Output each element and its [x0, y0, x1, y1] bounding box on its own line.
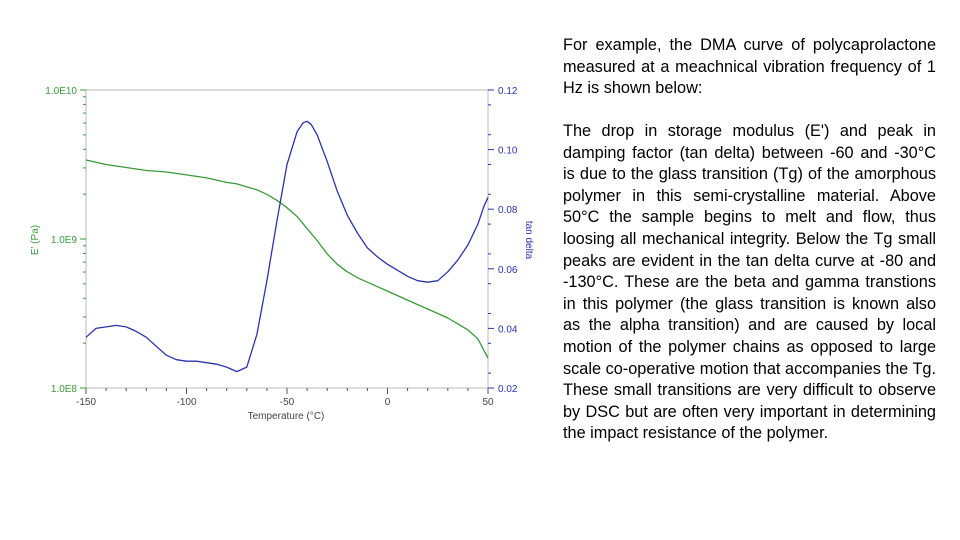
y-right-axis-label: tan delta: [523, 221, 534, 260]
y-left-tick-label: 1.0E8: [51, 384, 78, 395]
y-left-tick-label: 1.0E10: [45, 86, 77, 97]
y-right-tick-label: 0.06: [498, 265, 518, 276]
y-right-tick-label: 0.10: [498, 146, 518, 157]
explanation-paragraph: The drop in storage modulus (E') and pea…: [563, 122, 936, 443]
dma-chart: 1.0E10 1.0E9 1.0E8 0.12 0.10 0.08 0.06 0.04 0.0…: [30, 86, 534, 422]
y-left-axis-label: E' (Pa): [30, 225, 41, 255]
intro-paragraph: For example, the DMA curve of polycaprol…: [563, 36, 936, 98]
x-tick-label: -100: [176, 397, 196, 408]
y-right-tick-label: 0.04: [498, 324, 518, 335]
x-axis: -150 -100 -50 0 50: [76, 388, 494, 408]
storage-modulus-curve: [85, 159, 489, 359]
left-axis: 1.0E10 1.0E9 1.0E8: [45, 86, 86, 395]
right-axis: 0.12 0.10 0.08 0.06 0.04 0.02: [488, 86, 518, 395]
x-tick-label: 50: [482, 397, 494, 408]
y-right-tick-label: 0.12: [498, 86, 518, 97]
y-left-tick-label: 1.0E9: [51, 235, 78, 246]
x-axis-label: Temperature (°C): [248, 411, 325, 422]
y-right-tick-label: 0.08: [498, 205, 518, 216]
x-tick-label: -50: [280, 397, 295, 408]
curve-layer: [85, 120, 489, 373]
plot-frame: [85, 89, 489, 389]
plot-border: [85, 89, 489, 389]
y-right-tick-label: 0.02: [498, 384, 518, 395]
x-tick-label: -150: [76, 397, 96, 408]
x-tick-label: 0: [385, 397, 391, 408]
tan-delta-curve: [85, 120, 489, 373]
